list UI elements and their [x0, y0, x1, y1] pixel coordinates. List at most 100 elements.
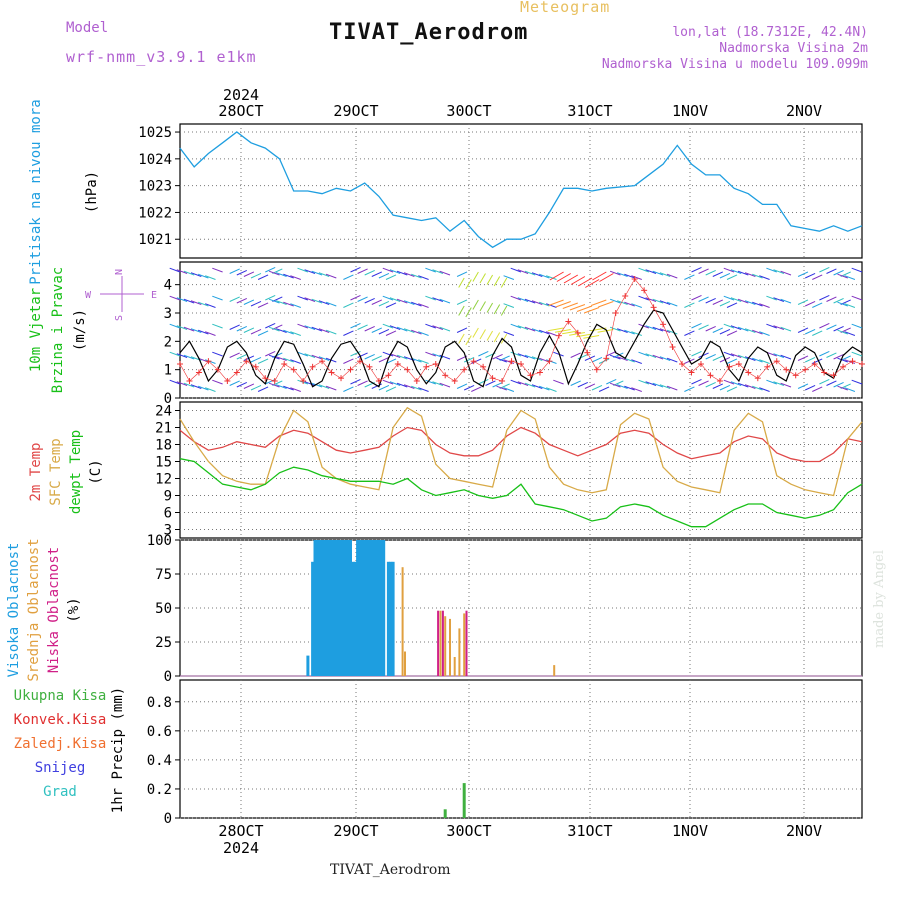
wind-arrow [318, 272, 330, 277]
y-tick-label: 75 [155, 567, 172, 583]
wind-arrow [432, 297, 444, 302]
wind-arrow [169, 379, 181, 385]
wind-arrow [617, 328, 628, 333]
wind-arrow [576, 333, 593, 338]
wind-arrow [385, 386, 397, 392]
wind-arrow [833, 353, 844, 360]
wind-arrow [826, 352, 837, 358]
wind-arrow [826, 380, 837, 386]
wind-arrow [531, 384, 543, 389]
cloud-bar-high [372, 540, 376, 676]
y-tick-label: 0.4 [147, 753, 172, 769]
wind-arrow [624, 385, 635, 391]
wind-arrow [705, 297, 716, 304]
y-tick-label: 2 [164, 334, 172, 350]
wind-arrow [844, 275, 856, 280]
wind-arrow [304, 353, 316, 358]
wind-arrow [705, 269, 716, 276]
wind-arrow [479, 329, 486, 340]
wind-arrow [503, 387, 515, 392]
wind-arrow [638, 267, 650, 273]
wind-arrow [737, 326, 749, 332]
model-elevation: Nadmorska Visina u modelu 109.099m [601, 57, 868, 72]
wind-arrow [691, 350, 702, 357]
wind-arrow [546, 387, 557, 392]
wind-arrow [382, 323, 394, 329]
cloud-bar-high [313, 540, 317, 676]
wind-arrow [759, 387, 770, 392]
wind-arrow [197, 273, 209, 279]
wind-arrow [698, 324, 709, 330]
wind-arrow [236, 269, 248, 276]
wind-arrow [268, 382, 280, 388]
wind-arrow [456, 383, 468, 389]
wind-arrow [645, 353, 657, 358]
wind-arrow [190, 384, 202, 389]
wind-arrow [737, 270, 749, 276]
wind-arrow [243, 271, 255, 277]
wind-arrow [570, 352, 581, 358]
wind-arrow [364, 297, 375, 304]
wind-arrow [503, 331, 515, 336]
wind-arrow [744, 384, 756, 389]
wind-arrow [257, 274, 269, 280]
wind-arrow [439, 298, 451, 304]
y-tick-label: 0.8 [147, 695, 172, 711]
wind-arrow [439, 382, 451, 388]
wind-arrow [304, 269, 316, 274]
cloud-bar-high [358, 540, 362, 676]
y-tick-label: 1022 [138, 205, 172, 221]
wind-arrow [577, 381, 589, 388]
wind-arrow [752, 357, 763, 363]
y-tick-label: 15 [155, 455, 172, 471]
wind-arrow [265, 350, 276, 357]
wind-arrow [752, 385, 763, 391]
wind-arrow [730, 325, 742, 330]
wind-arrow [609, 326, 621, 332]
wind-arrow [382, 267, 394, 273]
wind-arrow [833, 381, 844, 388]
wind-arrow [652, 298, 664, 304]
wind-arrow [631, 331, 642, 336]
wind-arrow [517, 297, 529, 302]
cloud-bar-high [365, 540, 369, 676]
wind-arrow [719, 300, 731, 307]
wind-arrow [183, 354, 195, 360]
wind-arrow [659, 328, 671, 333]
wind-arrow [350, 322, 361, 329]
x-tick-label-bottom: 29OCT [333, 822, 378, 840]
wind-arrow [257, 386, 269, 392]
wind-arrow [510, 379, 522, 385]
wind-arrow [456, 271, 468, 277]
cloud-bar-mid [553, 665, 556, 676]
wind-arrow [350, 294, 361, 301]
wind-arrow [276, 328, 287, 333]
cloud-bar-high [325, 540, 329, 676]
precip-legend-item: Snijeg [35, 760, 86, 776]
wind-arrow [510, 295, 522, 301]
wind-arrow [297, 351, 309, 357]
wind-arrow [546, 303, 557, 308]
wind-arrow [389, 269, 401, 274]
y-tick-label: 18 [155, 438, 172, 454]
x-tick-label-top: 30OCT [446, 102, 491, 120]
y-tick-label: 1025 [138, 125, 172, 141]
wind-arrow [726, 358, 738, 364]
wind-arrow [712, 299, 724, 305]
wind-arrow [599, 273, 614, 282]
wind-arrow [479, 301, 486, 312]
wind-arrow [403, 300, 415, 305]
wind-arrow [425, 267, 436, 273]
wind-arrow [357, 380, 368, 386]
wind-arrow [705, 325, 716, 332]
cloud-bar-mid [458, 628, 461, 676]
cloud-bar-high [386, 561, 390, 676]
wind-arrow [304, 325, 316, 330]
cloud-bar-mid [401, 567, 404, 676]
wind-arrow [471, 386, 482, 392]
wind-arrow [236, 325, 248, 332]
x-tick-label-top: 2NOV [786, 102, 822, 120]
wind-arrow [439, 270, 451, 276]
wind-arrow [609, 354, 621, 360]
wind-speed-line [179, 309, 863, 388]
